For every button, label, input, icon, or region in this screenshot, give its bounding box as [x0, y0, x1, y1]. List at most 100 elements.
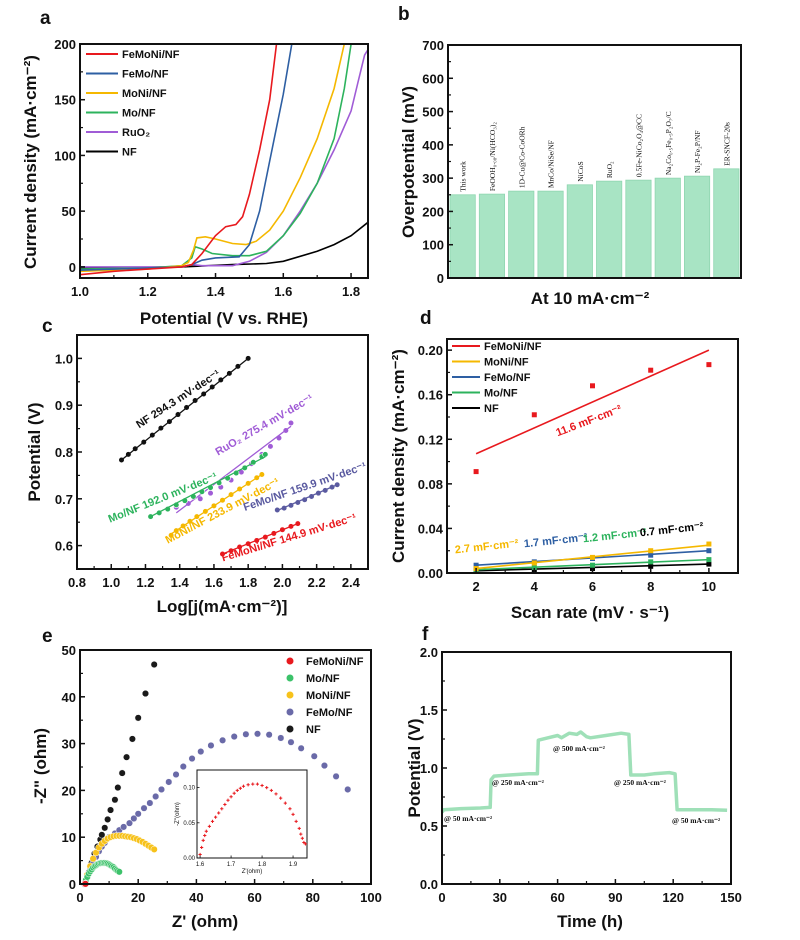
legend-label: FeMoNi/NF — [122, 49, 180, 61]
series-group — [118, 355, 252, 464]
series-group — [219, 520, 301, 558]
data-point — [230, 733, 238, 741]
y-axis-title: Current density (mA·cm⁻²) — [389, 349, 408, 563]
x-tick-label: 40 — [189, 890, 203, 905]
data-point — [294, 520, 301, 527]
inset-data-point — [274, 792, 278, 796]
panel-d: 11.6 mF·cm⁻² 2.7 mF·cm⁻² 1.7 mF·cm⁻²1.2 mF… — [389, 308, 739, 622]
data-point — [188, 755, 196, 763]
data-point — [706, 541, 712, 547]
data-point — [104, 815, 112, 823]
data-point — [648, 559, 654, 565]
data-point — [128, 735, 136, 743]
x-tick-label: 30 — [493, 890, 507, 905]
data-point — [473, 562, 479, 568]
y-tick-label: 500 — [422, 105, 444, 120]
inset-data-point — [299, 832, 303, 836]
inset-data-point — [204, 829, 208, 833]
data-point — [168, 532, 175, 539]
current-step-annotation: @ 250 mA·cm⁻² — [492, 778, 545, 787]
fit-line — [475, 349, 710, 455]
data-point — [141, 689, 150, 698]
y-tick-label: 200 — [54, 37, 76, 52]
data-point — [146, 799, 154, 807]
bar — [508, 190, 535, 279]
data-point — [152, 792, 160, 801]
data-point — [197, 495, 204, 502]
inset-data-point — [303, 842, 308, 846]
inset-data-point — [203, 833, 207, 838]
inset-data-point — [255, 782, 260, 786]
legend-label: MoNi/NF — [484, 357, 529, 369]
capacitance-annotation: 1.7 mF·cm⁻² — [523, 532, 588, 551]
y-tick-label: 600 — [422, 71, 444, 86]
series-group — [147, 451, 269, 520]
y-tick-label: 1.0 — [55, 351, 73, 366]
panel-f: @ 50 mA·cm⁻² @ 250 mA·cm⁻² @ 500 mA·cm⁻² @ … — [405, 624, 742, 931]
x-tick-label: 20 — [131, 890, 145, 905]
inset-y-tick-label: 0.10 — [183, 786, 195, 792]
x-tick-label: 1.8 — [239, 575, 257, 590]
data-point — [320, 762, 328, 770]
data-point — [297, 744, 305, 752]
x-tick-label: 60 — [550, 890, 564, 905]
x-tick-label: 1.2 — [139, 284, 157, 299]
y-axis-title: Potential (V) — [405, 718, 424, 817]
data-point — [120, 823, 128, 831]
inset-y-axis-title: -Z''(ohm) — [175, 802, 181, 826]
data-point — [179, 762, 187, 771]
inset-y-tick-label: 0.00 — [183, 856, 195, 862]
current-step-annotation: @ 50 mA·cm⁻² — [444, 814, 493, 823]
bar — [713, 168, 740, 279]
bar-label: NiCoS — [576, 161, 585, 181]
data-point — [123, 753, 131, 761]
y-tick-label: 0.12 — [418, 432, 443, 447]
data-point — [118, 769, 126, 777]
data-point — [706, 548, 712, 554]
y-tick-label: 0.16 — [418, 388, 443, 403]
bar-label: RuO₂ — [605, 161, 614, 178]
x-axis-title: Scan rate (mV · s⁻¹) — [511, 603, 669, 622]
panel-e: FeMoNi/NF Mo/NF MoNi/NF FeMo/NF NF 0 20 40 60 80 1… — [31, 626, 382, 931]
data-point — [310, 752, 318, 760]
y-tick-label: 100 — [422, 238, 444, 253]
data-point — [590, 383, 595, 389]
inset-data-point — [294, 819, 298, 823]
x-tick-label: 1.4 — [206, 284, 225, 299]
data-point — [531, 560, 537, 566]
x-tick-label: 1.0 — [102, 575, 120, 590]
legend-label: FeMoNi/NF — [306, 656, 364, 668]
panel-a: 1.0 1.2 1.4 1.6 1.8 0 50 100 150 200 Potential (V … — [21, 8, 369, 328]
inset-data-point — [291, 812, 295, 816]
data-point — [197, 748, 205, 756]
fit-line — [170, 473, 263, 535]
y-tick-label: 0.8 — [55, 445, 73, 460]
fit-line — [277, 484, 338, 512]
legend-label: NF — [122, 147, 137, 159]
legend-label: MoNi/NF — [306, 690, 351, 702]
inset-data-point — [201, 838, 205, 842]
y-tick-label: 150 — [54, 93, 76, 108]
y-tick-label: 40 — [62, 690, 76, 705]
y-tick-label: 700 — [422, 38, 444, 53]
inset-data-point — [260, 783, 264, 788]
capacitance-annotation: 11.6 mF·cm⁻² — [554, 403, 623, 439]
fit-line — [150, 456, 266, 518]
data-point — [287, 738, 295, 746]
inset-data-point — [297, 826, 301, 831]
y-tick-label: 0.5 — [420, 819, 438, 834]
slope-annotation: FeMoNi/NF 144.9 mV·dec⁻¹ — [220, 512, 358, 565]
inset-x-tick-label: 1.9 — [289, 862, 298, 868]
y-axis-title: -Z" (ohm) — [31, 728, 50, 804]
data-point — [89, 855, 97, 863]
data-point — [157, 785, 166, 794]
x-tick-label: 4 — [531, 579, 539, 594]
x-axis-title: Time (h) — [557, 912, 623, 931]
capacitance-annotation: 2.7 mF·cm⁻² — [454, 538, 519, 557]
bar-label: This work — [459, 161, 468, 192]
data-point — [150, 845, 158, 853]
series-group — [168, 471, 265, 539]
inset-data-point — [288, 807, 292, 811]
data-point — [590, 562, 595, 568]
